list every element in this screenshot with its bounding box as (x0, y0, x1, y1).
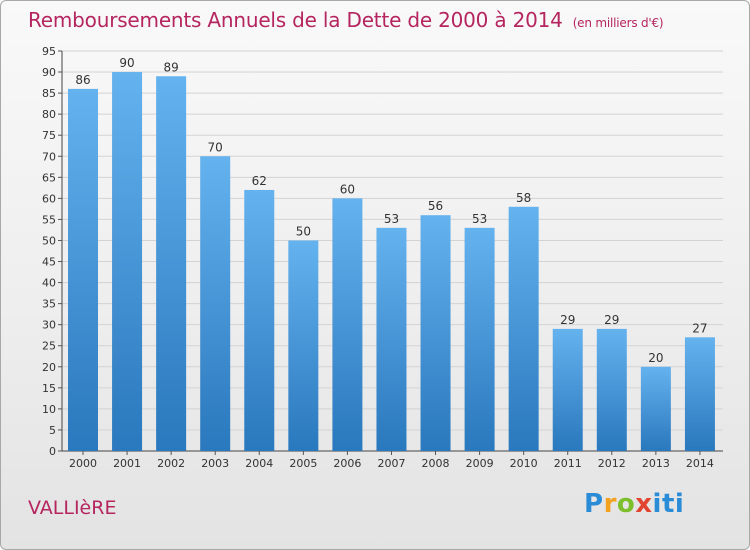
data-labels: 86 90 89 70 62 50 60 53 56 53 58 29 29 20 27 (75, 56, 707, 365)
y-tick-label-75: 75 (42, 129, 56, 142)
y-tick-label-10: 10 (42, 403, 56, 416)
chart-title-text: Remboursements Annuels de la Dette de 20… (28, 8, 563, 32)
data-label-2004: 62 (252, 174, 267, 188)
bar-2002 (156, 76, 187, 452)
bar-2006 (332, 198, 363, 451)
bar-2009 (464, 227, 495, 451)
data-label-2014: 27 (692, 321, 707, 335)
y-tick-label-40: 40 (42, 277, 56, 290)
data-label-2010: 58 (516, 191, 531, 205)
x-tick-label-2011: 2011 (554, 457, 582, 470)
y-tick-label-35: 35 (42, 298, 56, 311)
y-tick-label-90: 90 (42, 66, 56, 79)
x-tick-label-2005: 2005 (289, 457, 317, 470)
bar-2014 (684, 337, 715, 451)
y-tick-label-65: 65 (42, 171, 56, 184)
data-label-2003: 70 (208, 140, 223, 154)
x-tick-label-2008: 2008 (422, 457, 450, 470)
x-tick-label-2003: 2003 (201, 457, 229, 470)
y-axis-ticks: 0 5 10 15 20 25 30 35 40 45 50 55 60 65 70 75 80 85 90 95 (42, 45, 62, 458)
x-tick-label-2012: 2012 (598, 457, 626, 470)
data-label-2013: 20 (648, 351, 663, 365)
bar-2012 (596, 328, 627, 451)
bar-2005 (288, 240, 319, 451)
data-label-2006: 60 (340, 182, 355, 196)
data-label-2007: 53 (384, 212, 399, 226)
data-label-2005: 50 (296, 224, 311, 238)
x-tick-label-2001: 2001 (113, 457, 141, 470)
proxiti-logo[interactable]: Proxiti (584, 489, 685, 519)
x-tick-label-2002: 2002 (157, 457, 185, 470)
data-label-2011: 29 (560, 313, 575, 327)
chart-unit: (en milliers d'€) (572, 16, 664, 30)
y-tick-label-70: 70 (42, 150, 56, 163)
bars (68, 72, 715, 452)
y-tick-label-25: 25 (42, 340, 56, 353)
x-tick-label-2006: 2006 (333, 457, 361, 470)
place-name: VALLIèRE (28, 497, 117, 519)
bar-2010 (508, 206, 539, 451)
y-tick-label-15: 15 (42, 382, 56, 395)
bar-2000 (68, 88, 98, 451)
y-tick-label-55: 55 (42, 213, 56, 226)
bar-2001 (112, 72, 143, 451)
data-label-2001: 90 (119, 56, 134, 70)
data-label-2002: 89 (163, 60, 178, 74)
x-tick-label-2004: 2004 (245, 457, 273, 470)
bar-2003 (200, 156, 231, 451)
x-tick-label-2013: 2013 (642, 457, 670, 470)
y-tick-label-95: 95 (42, 45, 56, 58)
bar-2007 (376, 227, 407, 451)
data-label-2009: 53 (472, 212, 487, 226)
data-label-2012: 29 (604, 313, 619, 327)
y-tick-label-50: 50 (42, 234, 56, 247)
x-tick-label-2009: 2009 (466, 457, 494, 470)
x-axis-ticks: 2000 2001 2002 2003 2004 2005 2006 2007 2008 2009… (69, 451, 714, 470)
chart-title: Remboursements Annuels de la Dette de 20… (28, 8, 664, 32)
bar-2008 (420, 215, 451, 451)
y-tick-label-30: 30 (42, 319, 56, 332)
y-tick-label-85: 85 (42, 87, 56, 100)
y-tick-label-0: 0 (49, 445, 56, 458)
bar-2013 (640, 366, 671, 451)
bar-2004 (244, 189, 275, 451)
y-tick-label-60: 60 (42, 192, 56, 205)
x-tick-label-2007: 2007 (377, 457, 405, 470)
x-tick-label-2010: 2010 (510, 457, 538, 470)
x-tick-label-2014: 2014 (686, 457, 714, 470)
x-tick-label-2000: 2000 (69, 457, 97, 470)
data-label-2008: 56 (428, 199, 443, 213)
y-tick-label-80: 80 (42, 108, 56, 121)
bar-2011 (552, 328, 583, 451)
y-tick-label-5: 5 (49, 424, 56, 437)
y-tick-label-45: 45 (42, 256, 56, 269)
y-tick-label-20: 20 (42, 361, 56, 374)
data-label-2000: 86 (75, 73, 90, 87)
